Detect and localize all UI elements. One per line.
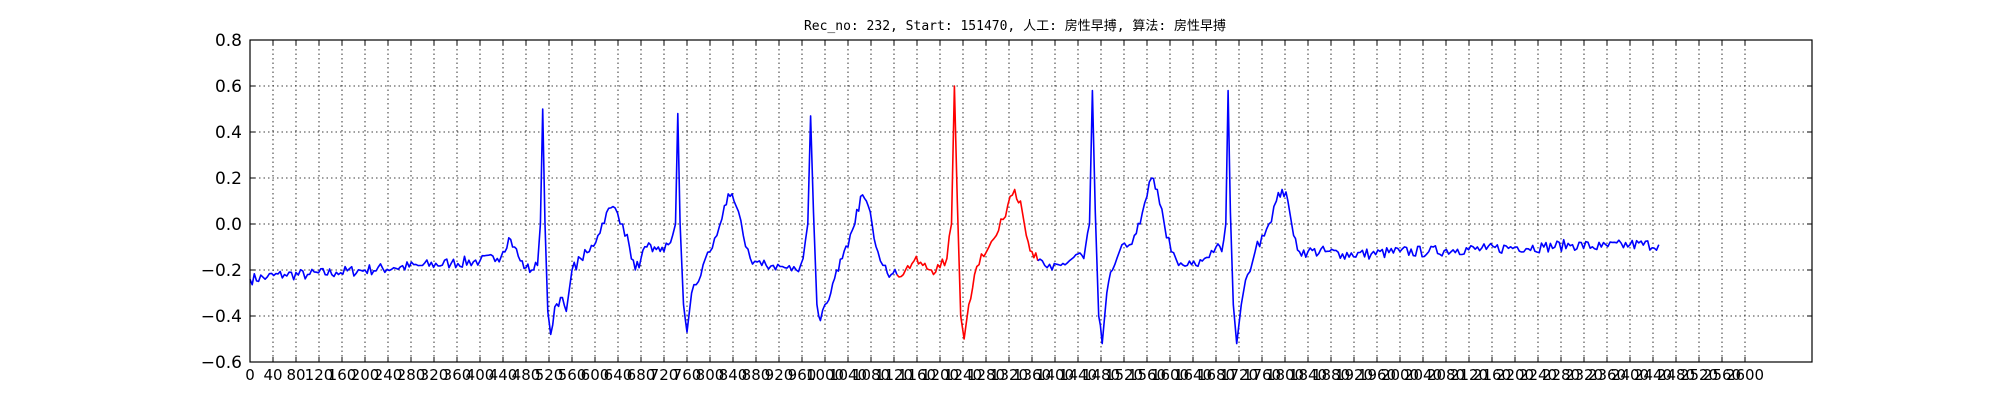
x-tick-label: 2120 bbox=[1450, 366, 1488, 384]
x-tick-label: 280 bbox=[397, 366, 426, 384]
y-tick-label: 0.8 bbox=[215, 31, 242, 51]
x-tick-label: 1680 bbox=[1197, 366, 1235, 384]
x-tick-label: 1440 bbox=[1059, 366, 1097, 384]
x-tick-label: 2000 bbox=[1381, 366, 1419, 384]
x-tick-label: 2040 bbox=[1404, 366, 1442, 384]
x-tick-label: 1280 bbox=[967, 366, 1005, 384]
x-tick-label: 800 bbox=[696, 366, 725, 384]
x-tick-label: 160 bbox=[328, 366, 357, 384]
x-tick-label: 1560 bbox=[1128, 366, 1166, 384]
x-tick-label: 960 bbox=[788, 366, 817, 384]
x-tick-label: 1520 bbox=[1105, 366, 1143, 384]
y-tick-label: 0.2 bbox=[215, 169, 242, 189]
y-tick-label: 0.6 bbox=[215, 77, 242, 97]
y-tick-label: 0.0 bbox=[215, 215, 242, 235]
x-tick-label: 2360 bbox=[1588, 366, 1626, 384]
x-tick-label: 680 bbox=[627, 366, 656, 384]
x-tick-label: 1960 bbox=[1358, 366, 1396, 384]
x-tick-label: 640 bbox=[604, 366, 633, 384]
x-tick-label: 1400 bbox=[1036, 366, 1074, 384]
x-tick-label: 1000 bbox=[806, 366, 844, 384]
x-tick-label: 40 bbox=[263, 366, 282, 384]
x-tick-label: 1920 bbox=[1335, 366, 1373, 384]
chart-title: Rec_no: 232, Start: 151470, 人工: 房性早搏, 算法… bbox=[804, 18, 1226, 34]
x-tick-label: 760 bbox=[673, 366, 702, 384]
x-tick-label: 80 bbox=[286, 366, 305, 384]
x-tick-label: 120 bbox=[305, 366, 334, 384]
x-tick-label: 1240 bbox=[944, 366, 982, 384]
x-tick-label: 440 bbox=[489, 366, 518, 384]
x-tick-label: 2400 bbox=[1611, 366, 1649, 384]
x-tick-label: 1600 bbox=[1151, 366, 1189, 384]
x-tick-label: 1120 bbox=[875, 366, 913, 384]
y-tick-label: −0.6 bbox=[201, 353, 242, 373]
x-tick-label: 1320 bbox=[990, 366, 1028, 384]
signal-series bbox=[249, 85, 1660, 345]
x-tick-label: 2280 bbox=[1542, 366, 1580, 384]
series-line-1 bbox=[896, 85, 1039, 340]
x-tick-label: 1360 bbox=[1013, 366, 1051, 384]
x-tick-label: 2480 bbox=[1657, 366, 1695, 384]
x-tick-label: 2080 bbox=[1427, 366, 1465, 384]
x-tick-label: 400 bbox=[466, 366, 495, 384]
y-tick-label: −0.2 bbox=[201, 261, 242, 281]
y-tick-label: 0.4 bbox=[215, 123, 242, 143]
x-tick-label: 1160 bbox=[898, 366, 936, 384]
x-tick-label: 2520 bbox=[1680, 366, 1718, 384]
x-tick-label: 320 bbox=[420, 366, 449, 384]
x-tick-label: 600 bbox=[581, 366, 610, 384]
x-tick-label: 1840 bbox=[1289, 366, 1327, 384]
x-tick-label: 520 bbox=[535, 366, 564, 384]
x-tick-label: 1800 bbox=[1266, 366, 1304, 384]
x-tick-label: 880 bbox=[742, 366, 771, 384]
x-tick-label: 2240 bbox=[1519, 366, 1557, 384]
x-tick-label: 2200 bbox=[1496, 366, 1534, 384]
x-tick-label: 1480 bbox=[1082, 366, 1120, 384]
series-line-0 bbox=[249, 108, 898, 336]
x-tick-label: 2320 bbox=[1565, 366, 1603, 384]
x-tick-label: 840 bbox=[719, 366, 748, 384]
axis-ticks: 0 40 80 12016020024028032036040044048052056… bbox=[201, 31, 1812, 384]
x-tick-label: 2440 bbox=[1634, 366, 1672, 384]
x-tick-label: 560 bbox=[558, 366, 587, 384]
x-tick-label: 1760 bbox=[1243, 366, 1281, 384]
x-tick-label: 480 bbox=[512, 366, 541, 384]
plot-frame bbox=[249, 39, 1813, 363]
x-tick-label: 720 bbox=[650, 366, 679, 384]
x-tick-label: 1640 bbox=[1174, 366, 1212, 384]
grid-lines bbox=[250, 40, 1812, 362]
y-tick-label: −0.4 bbox=[201, 307, 242, 327]
x-tick-label: 240 bbox=[374, 366, 403, 384]
x-tick-label: 1200 bbox=[921, 366, 959, 384]
x-tick-label: 1720 bbox=[1220, 366, 1258, 384]
x-tick-label: 1880 bbox=[1312, 366, 1350, 384]
series-line-2 bbox=[1037, 89, 1660, 345]
x-tick-label: 200 bbox=[351, 366, 380, 384]
x-tick-label: 2160 bbox=[1473, 366, 1511, 384]
x-tick-label: 0 bbox=[245, 366, 255, 384]
x-tick-label: 920 bbox=[765, 366, 794, 384]
x-tick-label: 2560 bbox=[1703, 366, 1741, 384]
x-tick-label: 1040 bbox=[829, 366, 867, 384]
x-tick-label: 1080 bbox=[852, 366, 890, 384]
x-tick-label: 360 bbox=[443, 366, 472, 384]
x-tick-label: 2600 bbox=[1726, 366, 1764, 384]
